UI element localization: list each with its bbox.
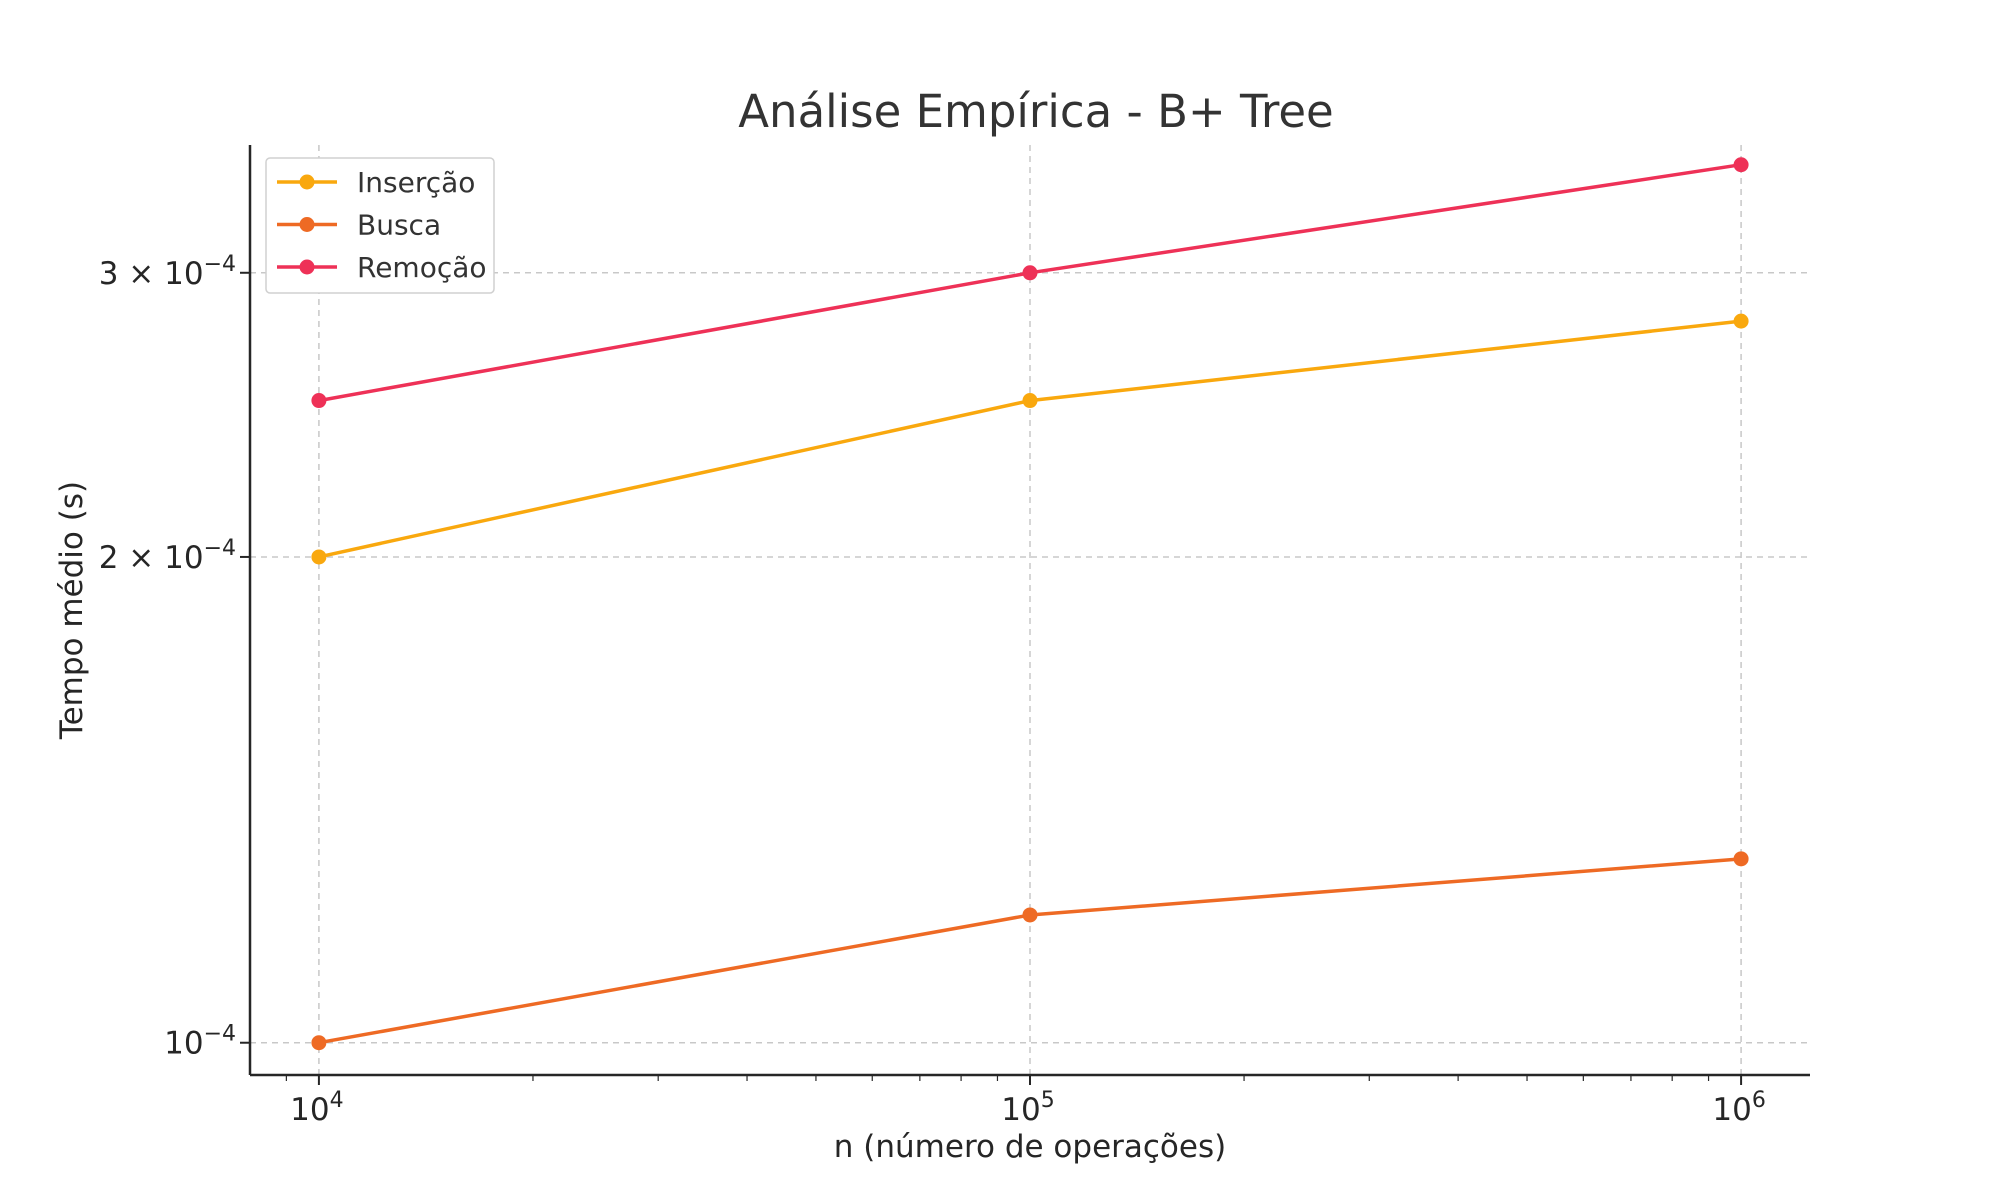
series-layer (311, 157, 1749, 1051)
legend-box (265, 157, 495, 294)
data-point (311, 549, 327, 565)
x-tick-label: 104 (290, 1088, 343, 1128)
legend-label: Busca (357, 209, 441, 242)
legend-marker (299, 174, 315, 190)
legend-item: Inserção (277, 166, 475, 199)
y-axis-ticks: 10−4 2 × 10−4 3 × 10−4 (99, 252, 250, 1062)
data-point (1022, 907, 1038, 923)
legend-item: Busca (277, 209, 441, 242)
legend-label: Inserção (357, 166, 475, 199)
series-2 (311, 851, 1749, 1051)
series-3 (311, 157, 1749, 409)
legend: Inserção Busca Remoção (265, 157, 495, 294)
legend-marker (299, 217, 315, 232)
legend-item: Remoção (277, 251, 487, 284)
y-tick-label: 3 × 10−4 (99, 252, 236, 292)
data-point (1733, 157, 1749, 173)
data-point (1733, 851, 1749, 867)
x-axis-title: n (número de operações) (834, 1129, 1226, 1165)
legend-marker (299, 259, 315, 275)
x-tick-label: 106 (1712, 1088, 1765, 1128)
y-axis-title: Tempo médio (s) (54, 481, 90, 740)
y-tick-label: 2 × 10−4 (99, 536, 236, 576)
legend-label: Remoção (357, 251, 487, 284)
x-axis-ticks: 104 105 106 (290, 1075, 1766, 1128)
data-point (1733, 313, 1749, 329)
data-point (1022, 393, 1038, 409)
x-tick-label: 105 (1001, 1088, 1054, 1128)
data-point (1022, 265, 1038, 281)
series-1 (311, 313, 1749, 565)
chart-title: Análise Empírica - B+ Tree (738, 85, 1333, 138)
data-point (311, 1035, 327, 1051)
data-point (311, 393, 327, 409)
y-tick-label: 10−4 (164, 1022, 236, 1062)
